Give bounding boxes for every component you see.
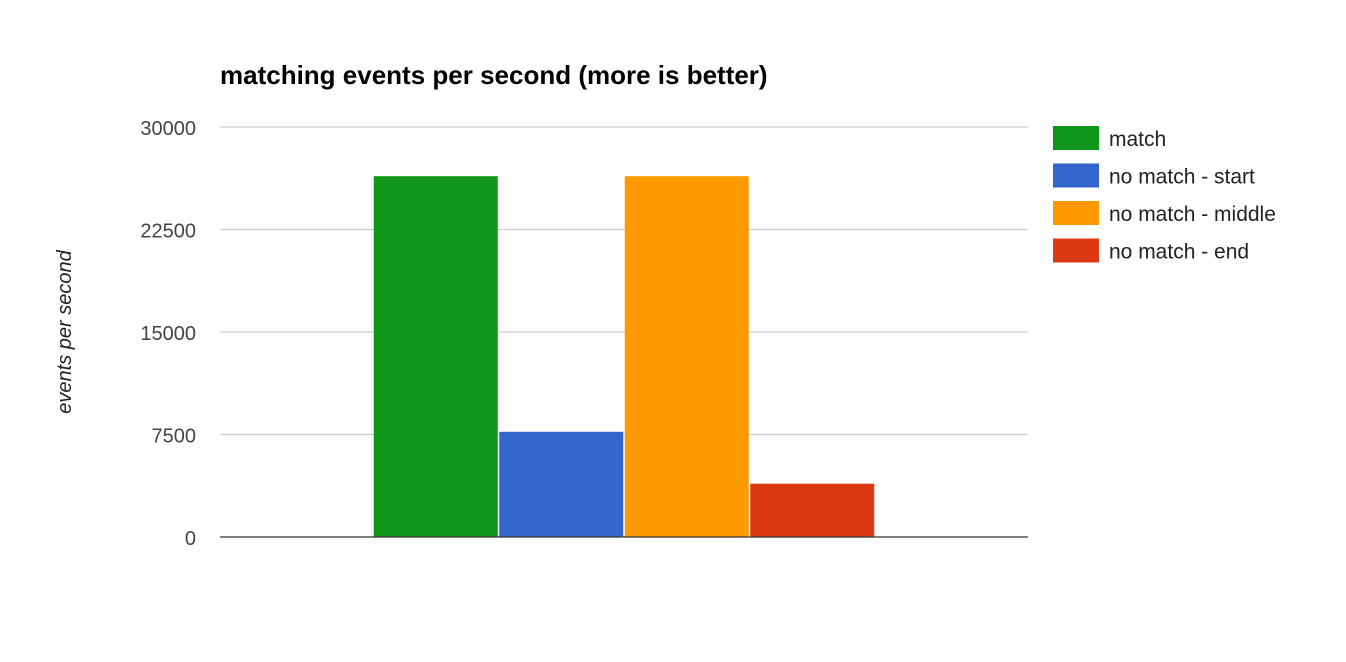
legend-label-no-match-end: no match - end [1109, 241, 1249, 264]
legend: match no match - start no match - middle no… [1053, 126, 1276, 264]
y-tick-label-15000: 15000 [140, 323, 196, 345]
y-tick-label-7500: 7500 [152, 426, 197, 448]
legend-swatch-no-match-middle [1053, 201, 1099, 225]
y-tick-label-22500: 22500 [140, 221, 196, 243]
legend-swatch-no-match-end [1053, 238, 1099, 263]
y-axis-ticks: 0 7500 15000 22500 30000 [140, 118, 196, 550]
y-axis-title: events per second [54, 249, 76, 413]
bar-no-match-middle [624, 176, 749, 537]
bar-no-match-end [750, 483, 875, 537]
legend-label-match: match [1109, 128, 1166, 151]
bar-no-match-start [499, 431, 624, 537]
legend-label-no-match-start: no match - start [1109, 166, 1255, 189]
legend-swatch-no-match-start [1053, 163, 1099, 188]
bar-match [373, 176, 498, 537]
y-tick-label-0: 0 [185, 528, 196, 550]
gridlines [220, 126, 1028, 436]
y-tick-label-30000: 30000 [140, 118, 196, 140]
legend-label-no-match-middle: no match - middle [1109, 203, 1276, 226]
bars [373, 176, 875, 537]
legend-swatch-match [1053, 126, 1099, 150]
chart-title: matching events per second (more is bett… [220, 60, 768, 90]
